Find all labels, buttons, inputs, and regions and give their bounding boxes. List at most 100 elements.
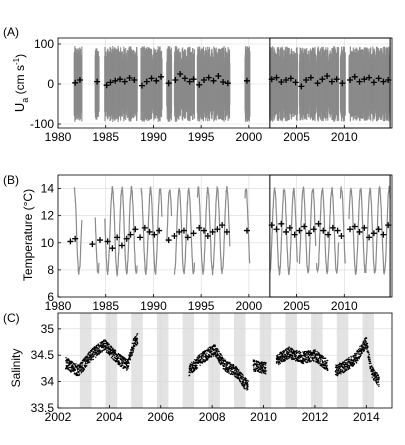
salinity-point bbox=[122, 361, 124, 363]
salinity-point bbox=[207, 350, 210, 352]
salinity-point bbox=[260, 372, 263, 374]
salinity-point bbox=[341, 363, 343, 365]
mean-marker bbox=[301, 223, 308, 230]
salinity-point bbox=[344, 370, 347, 372]
salinity-point bbox=[317, 362, 319, 364]
salinity-point bbox=[313, 360, 315, 362]
salinity-point bbox=[83, 367, 85, 370]
salinity-point bbox=[223, 365, 226, 368]
salinity-point bbox=[261, 368, 264, 370]
salinity-point bbox=[372, 368, 375, 371]
salinity-point bbox=[224, 359, 227, 361]
salinity-point bbox=[246, 389, 248, 391]
salinity-point bbox=[304, 356, 307, 358]
mean-marker bbox=[287, 75, 294, 82]
salinity-point bbox=[232, 368, 234, 370]
salinity-point bbox=[206, 354, 208, 357]
salinity-point bbox=[320, 358, 322, 360]
mean-marker bbox=[153, 77, 160, 84]
salinity-point bbox=[361, 343, 364, 345]
mean-marker bbox=[283, 228, 290, 235]
salinity-point bbox=[126, 362, 128, 365]
mean-marker bbox=[143, 78, 150, 85]
salinity-point bbox=[318, 352, 320, 354]
salinity-point bbox=[96, 346, 98, 349]
salinity-point bbox=[89, 352, 91, 354]
salinity-point bbox=[220, 353, 222, 355]
salinity-point bbox=[114, 351, 116, 354]
mean-marker bbox=[283, 77, 290, 83]
salinity-point bbox=[307, 358, 309, 360]
mean-marker bbox=[126, 75, 133, 81]
mean-marker bbox=[315, 220, 322, 227]
mean-marker bbox=[224, 80, 231, 87]
salinity-point bbox=[136, 334, 138, 336]
salinity-point bbox=[71, 361, 74, 364]
salinity-point bbox=[327, 369, 329, 372]
salinity-point bbox=[295, 356, 297, 358]
salinity-point bbox=[311, 356, 314, 359]
salinity-point bbox=[195, 368, 198, 370]
mean-marker bbox=[123, 235, 130, 242]
salinity-point bbox=[196, 356, 199, 359]
temperature-segment bbox=[316, 187, 340, 275]
x-tick-label: 1990 bbox=[140, 299, 167, 313]
mean-marker bbox=[165, 80, 172, 87]
mean-marker bbox=[333, 76, 340, 83]
salinity-point bbox=[243, 379, 246, 381]
mean-marker bbox=[278, 79, 285, 85]
salinity-point bbox=[378, 378, 380, 380]
salinity-point bbox=[77, 366, 79, 368]
mean-marker bbox=[214, 226, 221, 233]
salinity-point bbox=[346, 363, 349, 365]
salinity-point bbox=[256, 362, 258, 364]
salinity-point bbox=[218, 362, 220, 364]
mean-marker bbox=[370, 79, 377, 86]
salinity-point bbox=[207, 347, 209, 349]
salinity-point bbox=[88, 358, 90, 361]
salinity-point bbox=[227, 366, 229, 369]
salinity-point bbox=[373, 369, 376, 371]
salinity-point bbox=[308, 351, 310, 354]
mean-marker bbox=[273, 74, 280, 81]
season-band bbox=[105, 313, 118, 408]
salinity-point bbox=[211, 350, 213, 353]
x-tick-label: 2004 bbox=[96, 410, 123, 424]
salinity-point bbox=[224, 362, 226, 365]
salinity-point bbox=[131, 342, 134, 344]
season-band bbox=[336, 313, 349, 408]
salinity-point bbox=[363, 340, 365, 342]
panel-b-axes-frame bbox=[57, 174, 393, 298]
salinity-point bbox=[92, 355, 95, 358]
salinity-point bbox=[285, 357, 287, 359]
salinity-point bbox=[244, 388, 246, 390]
salinity-point bbox=[106, 349, 108, 352]
salinity-point bbox=[135, 341, 137, 343]
salinity-point bbox=[95, 348, 97, 350]
salinity-point bbox=[236, 368, 239, 371]
salinity-point bbox=[296, 351, 298, 353]
salinity-point bbox=[371, 365, 373, 367]
salinity-point bbox=[350, 363, 352, 365]
mean-marker bbox=[146, 228, 153, 235]
salinity-point bbox=[257, 364, 259, 366]
mean-marker bbox=[176, 228, 183, 235]
salinity-point bbox=[318, 360, 320, 362]
salinity-point bbox=[363, 349, 366, 352]
salinity-point bbox=[355, 358, 357, 360]
mean-marker bbox=[107, 79, 114, 86]
salinity-point bbox=[235, 376, 237, 378]
salinity-point bbox=[70, 371, 72, 373]
salinity-point bbox=[132, 339, 134, 341]
mean-marker bbox=[356, 78, 363, 85]
x-tick-label: 2005 bbox=[283, 130, 310, 144]
salinity-point bbox=[363, 343, 366, 345]
panel-a-y-label-unit-close: ) bbox=[13, 54, 27, 58]
salinity-point bbox=[289, 351, 291, 353]
salinity-point bbox=[200, 353, 202, 355]
salinity-point bbox=[108, 353, 111, 356]
salinity-point bbox=[284, 359, 286, 362]
salinity-point bbox=[127, 360, 129, 363]
mean-marker bbox=[151, 231, 158, 238]
salinity-point bbox=[326, 359, 329, 362]
